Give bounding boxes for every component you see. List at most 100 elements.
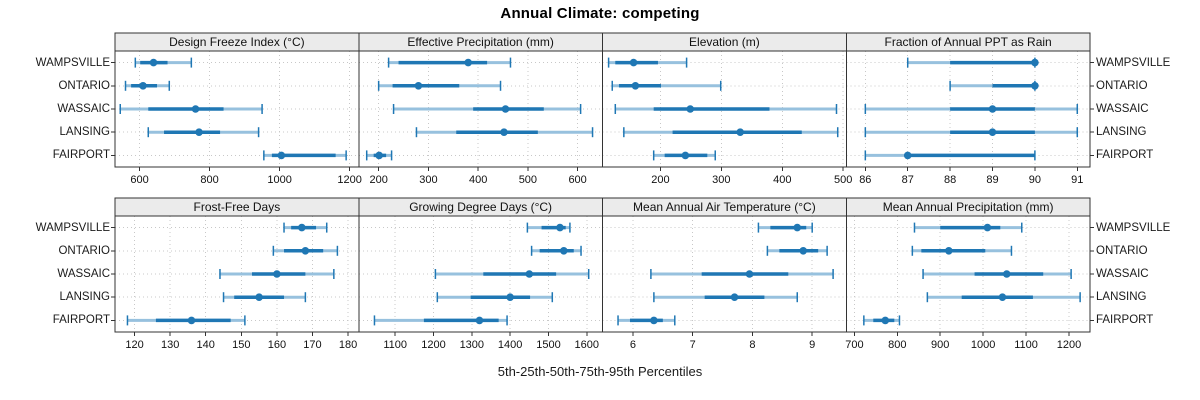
x-tick-label: 1600 xyxy=(575,339,599,351)
median-dot xyxy=(187,316,196,325)
series-wampsville xyxy=(387,57,512,68)
x-tick-label: 200 xyxy=(651,174,669,186)
panel-effective-precipitation-mm: Effective Precipitation (mm) 200 300 400 500… xyxy=(358,32,603,186)
strip-title: Elevation (m) xyxy=(689,35,760,49)
median-dot xyxy=(686,105,695,113)
series-wassaic xyxy=(922,269,1072,279)
site-label-wampsville: WAMPSVILLE xyxy=(1096,56,1171,69)
site-label-fairport: FAIRPORT xyxy=(1096,314,1154,327)
series-ontario xyxy=(377,80,502,91)
site-label-lansing: LANSING xyxy=(1096,291,1147,304)
x-axis-label: 5th-25th-50th-75th-95th Percentiles xyxy=(497,364,703,379)
strip-title: Design Freeze Index (°C) xyxy=(169,35,305,49)
site-label-lansing: LANSING xyxy=(1096,126,1147,139)
site-label-ontario: ONTARIO xyxy=(58,79,110,92)
site-label-wampsville: WAMPSVILLE xyxy=(1096,221,1171,234)
site-label-wampsville: WAMPSVILLE xyxy=(35,56,110,69)
series-wassaic xyxy=(119,104,263,114)
series-ontario xyxy=(611,80,722,91)
median-dot xyxy=(793,223,802,232)
median-dot xyxy=(191,105,200,113)
median-dot xyxy=(195,128,203,136)
x-tick-label: 9 xyxy=(809,339,815,351)
strip-title: Frost-Free Days xyxy=(194,200,281,214)
panel-fraction-of-annual-ppt-as-rain: Fraction of Annual PPT as Rain 86 87 88 89 90… xyxy=(845,32,1094,186)
median-dot xyxy=(983,223,992,232)
median-dot xyxy=(998,293,1007,302)
x-tick-label: 800 xyxy=(200,174,218,186)
strip-title: Fraction of Annual PPT as Rain xyxy=(885,35,1052,49)
site-label-wassaic: WASSAIC xyxy=(57,268,110,280)
x-tick-label: 600 xyxy=(568,174,586,186)
series-ontario xyxy=(911,245,1013,256)
median-dot xyxy=(500,128,508,136)
site-label-fairport: FAIRPORT xyxy=(52,314,110,327)
median-dot xyxy=(650,316,658,325)
series-lansing xyxy=(436,292,554,303)
median-dot xyxy=(301,247,310,255)
median-dot xyxy=(903,151,912,160)
chart-title: Annual Climate: competing xyxy=(500,5,700,22)
x-tick-label: 300 xyxy=(419,174,437,186)
median-dot xyxy=(629,58,638,67)
median-dot xyxy=(988,105,997,113)
median-dot xyxy=(273,270,281,278)
series-wampsville xyxy=(134,57,193,68)
median-dot xyxy=(375,151,383,160)
median-dot xyxy=(414,82,423,90)
median-dot xyxy=(736,128,745,136)
series-lansing xyxy=(623,127,839,138)
x-tick-label: 87 xyxy=(902,174,914,186)
x-tick-label: 1500 xyxy=(536,339,560,351)
series-wampsville xyxy=(607,57,688,68)
x-tick-label: 900 xyxy=(931,339,949,351)
median-dot xyxy=(1031,58,1039,67)
x-tick-label: 170 xyxy=(303,339,321,351)
series-wassaic xyxy=(650,269,834,279)
series-wassaic xyxy=(614,104,838,114)
x-tick-label: 1000 xyxy=(267,174,291,186)
x-tick-label: 6 xyxy=(630,339,636,351)
median-dot xyxy=(556,223,564,232)
series-fairport xyxy=(863,315,901,326)
strip-title: Mean Annual Precipitation (mm) xyxy=(883,200,1054,214)
series-wassaic xyxy=(392,104,582,114)
panel-frost-free-days: Frost-Free Days 120 130 140 150 160 170 180 xyxy=(111,197,360,351)
median-dot xyxy=(277,151,286,160)
site-label-fairport: FAIRPORT xyxy=(1096,149,1154,162)
x-tick-label: 140 xyxy=(197,339,215,351)
series-ontario xyxy=(530,245,582,256)
x-tick-label: 130 xyxy=(161,339,179,351)
x-tick-label: 1100 xyxy=(1014,339,1038,351)
site-label-ontario: ONTARIO xyxy=(1096,79,1148,92)
series-wassaic xyxy=(219,269,335,279)
strip-title: Mean Annual Air Temperature (°C) xyxy=(633,200,816,214)
series-fairport xyxy=(652,150,716,161)
x-tick-label: 1200 xyxy=(1057,339,1081,351)
panel-growing-degree-days-c: Growing Degree Days (°C) 1100 1200 1300 1400… xyxy=(358,197,603,351)
median-dot xyxy=(730,293,739,302)
x-tick-label: 88 xyxy=(944,174,956,186)
median-dot xyxy=(988,128,997,136)
x-tick-label: 7 xyxy=(690,339,696,351)
median-dot xyxy=(681,151,690,160)
panel-mean-annual-air-temperature-c: Mean Annual Air Temperature (°C) 6 7 8 9 xyxy=(602,197,847,351)
strip-header xyxy=(845,32,1091,52)
x-tick-label: 700 xyxy=(845,339,863,351)
series-lansing xyxy=(415,127,594,138)
x-tick-label: 1300 xyxy=(460,339,484,351)
site-label-lansing: LANSING xyxy=(59,291,111,304)
series-wampsville xyxy=(526,222,571,233)
series-fairport xyxy=(373,315,508,326)
median-dot xyxy=(525,270,534,278)
site-label-wassaic: WASSAIC xyxy=(1096,103,1149,115)
x-tick-label: 1400 xyxy=(498,339,522,351)
median-dot xyxy=(1002,270,1011,278)
series-ontario xyxy=(949,80,1039,91)
site-label-ontario: ONTARIO xyxy=(58,244,110,257)
site-label-ontario: ONTARIO xyxy=(1096,244,1148,257)
median-dot xyxy=(559,247,568,255)
panel-mean-annual-precipitation-mm: Mean Annual Precipitation (mm) 700 800 900 1… xyxy=(845,197,1094,351)
series-lansing xyxy=(653,292,799,303)
